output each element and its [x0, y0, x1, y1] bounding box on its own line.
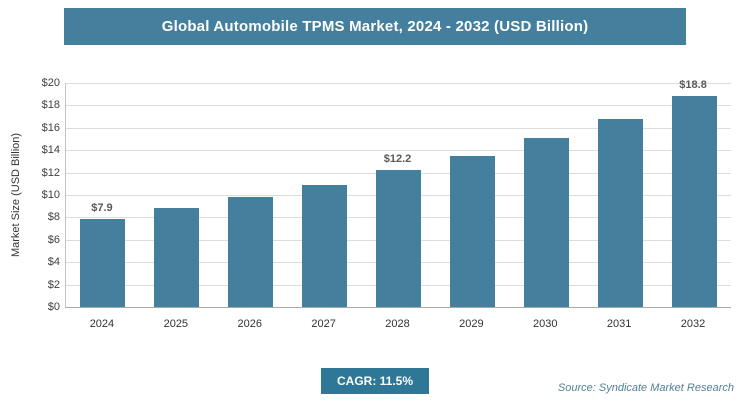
bar-value-label-2028: $12.2 — [383, 153, 412, 166]
x-tick-label-2028: 2028 — [385, 318, 410, 330]
y-tick-label: $10 — [41, 189, 60, 201]
y-tick-label: $16 — [41, 121, 60, 134]
bar-value-label-2032: $18.8 — [679, 79, 707, 92]
source-text: Source: Syndicate Market Research — [557, 382, 734, 394]
x-tick-label-2030: 2030 — [533, 318, 558, 330]
x-tick-label-2026: 2026 — [237, 318, 262, 330]
x-tick-label-2025: 2025 — [163, 318, 189, 330]
plot-area — [65, 83, 731, 308]
bar-2025 — [154, 208, 200, 307]
y-tick-label: $12 — [41, 166, 60, 179]
gridline — [66, 150, 731, 152]
x-tick-label-2027: 2027 — [311, 318, 336, 330]
chart-title: Global Automobile TPMS Market, 2024 - 20… — [64, 8, 686, 45]
y-tick-label: $14 — [41, 144, 60, 157]
y-tick-label: $0 — [47, 301, 60, 313]
bar-2030 — [523, 137, 569, 307]
y-tick-label: $8 — [47, 211, 60, 224]
bar-value-label-2024: $7.9 — [91, 201, 113, 214]
y-tick-label: $20 — [41, 77, 60, 89]
bar-2031 — [597, 118, 643, 307]
bar-2028 — [376, 170, 421, 307]
x-tick-label-2031: 2031 — [606, 318, 632, 330]
gridline — [66, 83, 731, 84]
y-tick-label: $2 — [47, 278, 60, 291]
cagr-badge: CAGR: 11.5% — [320, 368, 430, 394]
x-tick-label-2024: 2024 — [89, 318, 115, 330]
bar-2026 — [228, 197, 274, 307]
x-tick-label-2029: 2029 — [459, 318, 484, 330]
y-tick-label: $4 — [47, 256, 60, 269]
gridline — [66, 105, 731, 107]
bar-2029 — [449, 155, 495, 307]
bar-2024 — [80, 218, 126, 307]
y-tick-label: $18 — [41, 99, 60, 112]
bar-2027 — [302, 184, 348, 307]
y-tick-label: $6 — [47, 233, 60, 246]
bar-2032 — [671, 96, 717, 307]
gridline — [66, 127, 731, 129]
x-tick-label-2032: 2032 — [680, 318, 706, 330]
